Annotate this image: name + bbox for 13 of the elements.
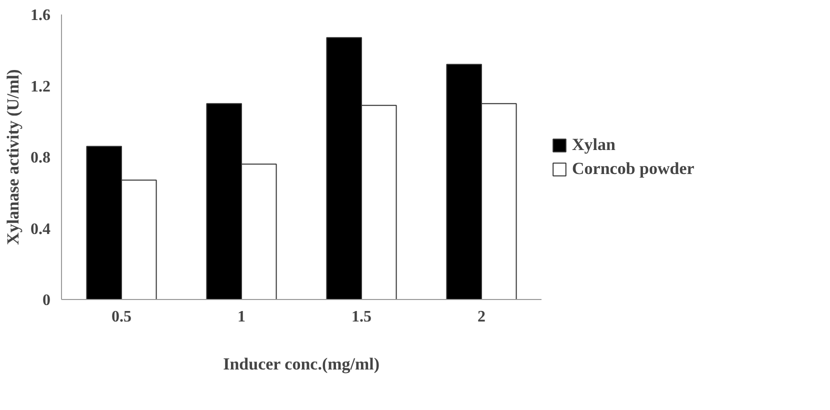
legend-label: Xylan [572, 134, 616, 154]
y-tick-label: 1.2 [30, 78, 50, 96]
y-tick-label: 0 [42, 292, 50, 309]
x-tick-label: 1 [238, 308, 246, 326]
y-tick-label: 1.6 [30, 7, 50, 24]
y-tick-label: 0.8 [30, 150, 50, 166]
x-axis-title: Inducer conc.(mg/ml) [223, 354, 380, 374]
legend-label: Corncob powder [572, 158, 694, 178]
x-tick-label: 1.5 [352, 308, 372, 326]
y-axis-title: Xylanase activity (U/ml) [4, 69, 22, 245]
x-tick-label: 2 [478, 308, 486, 326]
x-tick-label: 0.5 [112, 308, 132, 326]
y-tick-label: 0.4 [30, 220, 50, 238]
